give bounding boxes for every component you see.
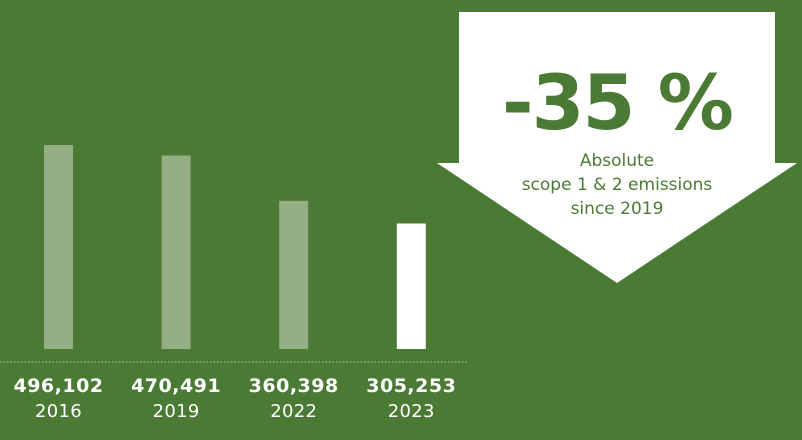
year-label-2022: 2022 — [270, 401, 317, 422]
callout-line-1: Absolute — [580, 151, 654, 171]
year-label-2023: 2023 — [388, 401, 435, 422]
value-label-2022: 360,398 — [249, 375, 339, 397]
bar-2022 — [279, 200, 309, 349]
callout-line-3: since 2019 — [571, 199, 664, 219]
bars-group — [44, 145, 426, 349]
value-label-2023: 305,253 — [366, 375, 456, 397]
bar-2023 — [396, 223, 426, 349]
value-label-2019: 470,491 — [131, 375, 221, 397]
bar-2016 — [44, 145, 73, 349]
year-label-2016: 2016 — [35, 401, 82, 422]
reduction-callout: -35 % Absolute scope 1 & 2 emissions sin… — [437, 12, 797, 283]
reduction-percentage: -35 % — [502, 58, 732, 147]
callout-line-2: scope 1 & 2 emissions — [522, 175, 713, 195]
bar-2019 — [161, 155, 191, 349]
value-label-2016: 496,102 — [13, 375, 103, 397]
year-label-2019: 2019 — [153, 401, 200, 422]
labels-group: 496,102 2016 470,491 2019 360,398 2022 305,253… — [13, 375, 456, 422]
down-arrow-shape — [437, 12, 797, 283]
